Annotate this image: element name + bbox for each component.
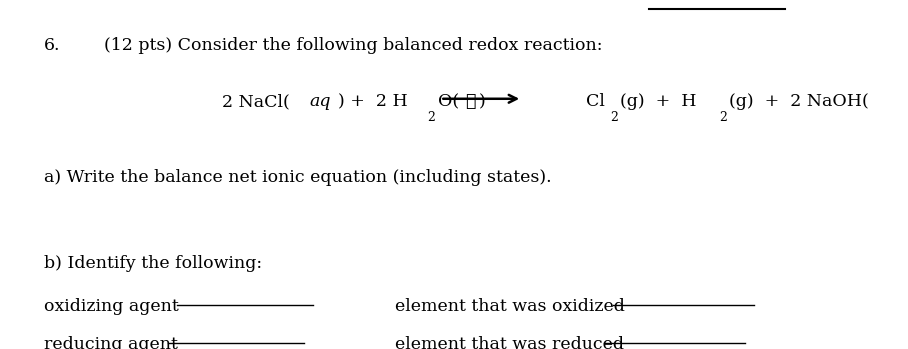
Text: b) Identify the following:: b) Identify the following: [44,255,262,272]
Text: O(: O( [438,94,459,110]
Text: oxidizing agent: oxidizing agent [44,298,183,315]
Text: 2: 2 [428,111,436,124]
Text: a) Write the balance net ionic equation (including states).: a) Write the balance net ionic equation … [44,169,551,186]
Text: (g)  +  H: (g) + H [620,94,696,110]
Text: ℓ: ℓ [465,94,476,110]
Text: aq: aq [310,94,331,110]
Text: 2 NaCl(: 2 NaCl( [222,94,291,110]
Text: 2: 2 [610,111,617,124]
Text: (g)  +  2 NaOH(: (g) + 2 NaOH( [729,94,869,110]
Text: reducing agent: reducing agent [44,336,183,349]
Text: element that was oxidized: element that was oxidized [395,298,630,315]
Text: ) +  2 H: ) + 2 H [338,94,408,110]
Text: (12 pts) Consider the following balanced redox reaction:: (12 pts) Consider the following balanced… [104,37,603,54]
Text: element that was reduced: element that was reduced [395,336,629,349]
Text: 6.: 6. [44,37,60,54]
Text: 2: 2 [719,111,726,124]
Text: Cl: Cl [586,94,605,110]
Text: ): ) [479,94,485,110]
